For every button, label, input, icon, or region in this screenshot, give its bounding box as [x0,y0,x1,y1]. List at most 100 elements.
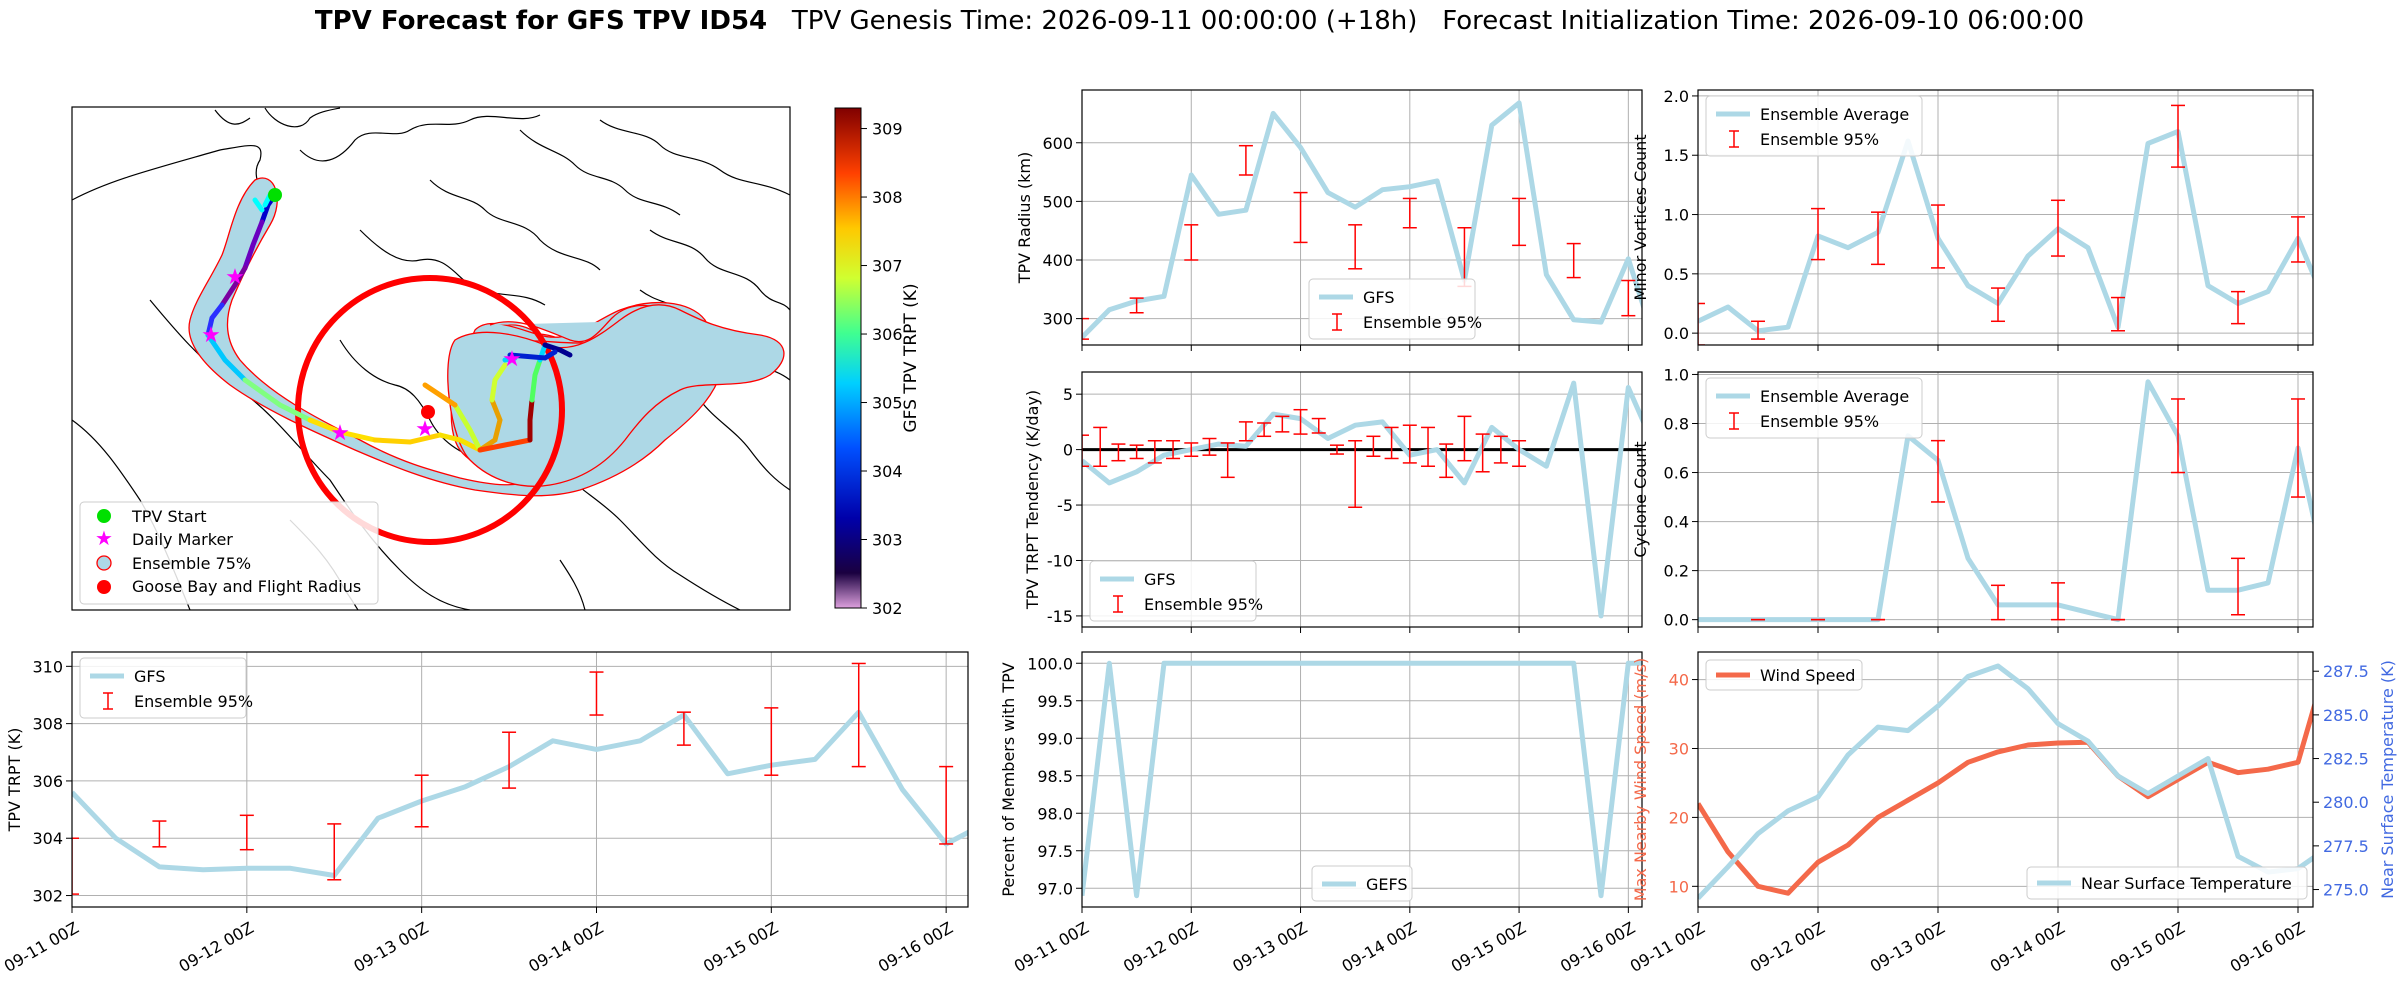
x-tick-label: 09-16 00Z [2227,918,2308,976]
ensemble-errorbar [1184,442,1199,458]
ensemble-errorbar [1184,224,1199,261]
y-tick-label: 310 [32,657,63,676]
ensemble-errorbar [1257,422,1272,438]
y-tick-label: 10 [1669,877,1689,896]
flight-radius-circle [295,275,565,545]
chart-plot-area [1698,663,2313,901]
legend-label: Ensemble Average [1760,387,1909,406]
y-axis: 0.0 0.5 1.0 1.5 2.0 [1664,87,1698,343]
x-tick-label: 09-16 00Z [875,918,956,976]
legend-label: Wind Speed [1760,666,1855,685]
y-axis-label: Percent of Members with TPV [999,662,1018,896]
y-axis-label: Minor Vortices Count [1631,134,1650,300]
ensemble-errorbar [1147,439,1162,464]
legend-label: GFS [1363,288,1394,307]
ensemble-errorbar [1238,144,1253,176]
colorbar-label: GFS TPV TRPT (K) [901,283,921,432]
ensemble-errorbar [1457,415,1472,462]
ensemble-errorbar [939,765,954,845]
y-tick-label: 400 [1042,251,1073,270]
y-tick-label: 1.5 [1664,146,1689,165]
ensemble-errorbar [1931,439,1945,503]
legend-label: GFS [134,667,165,686]
ensemble-errorbar [1475,433,1490,473]
legend-label: Ensemble 95% [1760,412,1879,431]
x-tick-label: 09-14 00Z [1987,918,2068,976]
y-tick-label: 0.5 [1664,265,1689,284]
ensemble-errorbar [1991,287,2005,323]
ensemble-errorbar [1402,424,1417,464]
daily-marker-icon: ★ [330,421,350,446]
legend-label: Near Surface Temperature [2081,874,2292,893]
ensemble-errorbar [2291,216,2305,263]
ensemble-errorbar [1311,417,1326,434]
chart-grid [1697,372,2313,627]
ensemble-errorbar [502,731,517,789]
colorbar-ticks: 302 303 304 305 306 307 308 309 [861,120,903,618]
ensemble-errorbar [1293,191,1308,244]
legend-label: Ensemble 95% [1363,313,1482,332]
legend-label: GFS [1144,570,1175,589]
ensemble-errorbar [2171,104,2185,168]
chart-frame [1081,651,1643,908]
y-axis-label: Max Nearby Wind Speed (m/s) [1631,658,1650,901]
chart-legend: Ensemble Average Ensemble 95% [1705,377,1923,439]
x-axis: 09-11 00Z 09-12 00Z 09-13 00Z 09-14 00Z 09-1… [1,907,956,976]
legend-temperature: Near Surface Temperature [2026,866,2308,900]
y-axis: 0.0 0.2 0.4 0.6 0.8 1.0 [1664,365,1698,630]
chart-radius: 300 400 500 600 TPV Radius (km) GFS Ensemble 9… [1015,89,1643,351]
daily-markers: ★ ★ ★ ★ ★ [201,265,522,446]
x-tick-label: 09-13 00Z [350,918,431,976]
x-tick-label: 09-14 00Z [1339,918,1420,976]
legend-goose-bay-icon [97,580,111,594]
ensemble-errorbar [2291,398,2305,498]
ensemble-errorbar [1329,444,1344,455]
legend-errorbar-swatch [103,692,113,710]
y-axis: 10 20 30 40 [1669,671,1698,896]
y-axis-label: TPV TRPT Tendency (K/day) [1023,390,1042,610]
x-axis: 09-11 00Z 09-12 00Z 09-13 00Z 09-14 00Z 09-1… [1011,907,1638,976]
ensemble-errorbar [1166,439,1181,460]
y-tick-label: -5 [1057,496,1073,515]
chart-legend: GFS Ensemble 95% [1089,560,1263,622]
y-tick-label: 0.0 [1664,324,1689,343]
legend-label: Ensemble 95% [134,692,253,711]
series-line-ensemble-average [1698,379,2313,623]
y-tick-label: 2.0 [1664,87,1689,106]
y2-axis: 275.0 277.5 280.0 282.5 285.0 287.5 [2313,662,2369,900]
colorbar-tick-label: 308 [872,188,903,207]
ensemble-errorbar [239,814,254,851]
ensemble-errorbar [1082,317,1089,340]
y-tick-label: 99.0 [1037,729,1073,748]
chart-plot-area [72,662,968,895]
series-line-gfs [72,709,968,878]
legend-box [2026,866,2308,900]
tpv-track [205,192,573,453]
map-content: ★ ★ ★ ★ ★ [72,107,790,610]
ensemble-errorbar [1512,197,1527,247]
chart-members: 97.0 97.5 98.0 98.5 99.0 99.5 100.0 Percent of … [999,651,1643,976]
chart-tendency: -15 -10 -5 0 5 TPV TRPT Tendency (K/day) GFS En… [1023,371,1643,633]
map-panel: ★ ★ ★ ★ ★ ★ TPV Start Daily Marker Ensem… [71,106,791,611]
y-axis: -15 -10 -5 0 5 [1047,385,1082,626]
y-tick-label: 600 [1042,134,1073,153]
y-tick-label: 98.0 [1037,804,1073,823]
legend-errorbar-swatch [1332,313,1342,331]
y-axis-label: TPV Radius (km) [1015,152,1034,285]
daily-marker-icon: ★ [225,265,245,290]
x-axis [1697,627,2299,633]
legend-label: Ensemble 95% [1144,595,1263,614]
map-legend: ★ TPV Start Daily Marker Ensemble 75% Go… [79,501,379,605]
ensemble-errorbar [1366,435,1381,458]
ensemble-errorbar [72,837,79,895]
ensemble-errorbar [414,774,429,828]
colorbar-tick-label: 307 [872,257,903,276]
legend-errorbar-swatch [1729,130,1739,148]
x-tick-label: 09-13 00Z [1867,918,1948,976]
y2-tick-label: 287.5 [2323,662,2369,681]
legend-errorbar-swatch [1113,595,1123,613]
y-tick-label: 0.4 [1664,513,1689,532]
y2-tick-label: 282.5 [2323,750,2369,769]
chart-legend: Ensemble Average Ensemble 95% [1705,95,1923,157]
x-axis [1081,345,1629,351]
